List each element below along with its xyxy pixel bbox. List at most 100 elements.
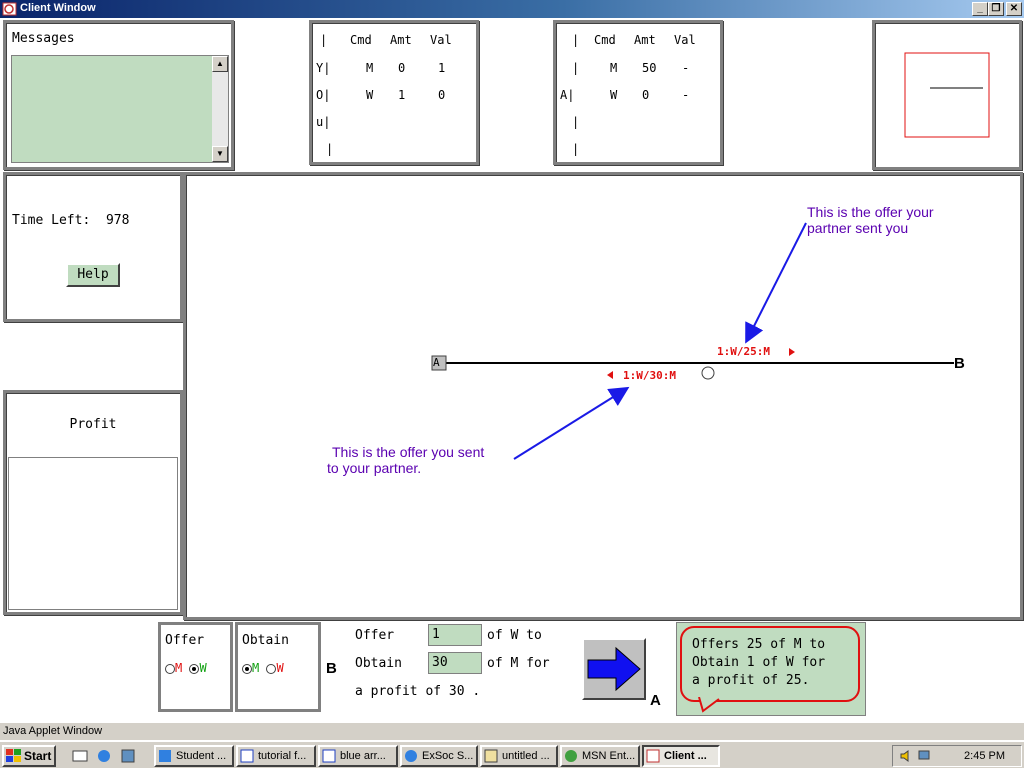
- deal-profit-text: a profit of 30 .: [355, 684, 481, 699]
- you-side-label: |: [326, 142, 334, 156]
- ie-icon: [405, 750, 417, 762]
- partner-offer-annotation: This is the offer your partner sent you: [807, 204, 934, 236]
- scroll-up-icon[interactable]: ▲: [212, 56, 228, 72]
- you-row1-cmd: M: [366, 61, 374, 75]
- a-row1-cmd: M: [610, 61, 618, 75]
- send-offer-button[interactable]: [582, 638, 646, 700]
- title-bar[interactable]: Client Window _ ❐ ✕: [0, 0, 1024, 18]
- deal-a-label: A: [650, 692, 661, 709]
- obtain-amount-input[interactable]: 30: [428, 652, 482, 674]
- offer-radio-group: M W: [165, 661, 207, 675]
- offer-radio-w[interactable]: [189, 663, 200, 674]
- bubble-line: Offers 25 of M to: [692, 637, 826, 652]
- a-side-label: |: [572, 115, 580, 129]
- close-button[interactable]: ✕: [1006, 2, 1022, 16]
- node-b-label: B: [954, 355, 965, 372]
- offer-radio-m[interactable]: [165, 663, 175, 674]
- time-left-value: 978: [105, 213, 130, 228]
- paint-icon: [484, 749, 498, 763]
- a-row1-amt: 50: [642, 61, 657, 75]
- your-offer-tag: 1:W/30:M: [623, 369, 676, 382]
- partner-message-bubble: Offers 25 of M to Obtain 1 of W for a pr…: [680, 626, 860, 702]
- your-annotation-line: to your partner.: [327, 460, 422, 476]
- node-a-label: A: [433, 356, 440, 369]
- obtain-radio-title: Obtain: [242, 633, 289, 648]
- obtain-radio-group: M W: [242, 661, 284, 675]
- you-header-amt: Amt: [390, 33, 412, 47]
- you-row1-amt: 0: [398, 61, 406, 75]
- you-row2-amt: 1: [398, 88, 406, 102]
- volume-icon[interactable]: [899, 749, 913, 763]
- your-offer-arrow: [513, 386, 630, 460]
- a-row2-amt: 0: [642, 88, 650, 102]
- minimize-button[interactable]: _: [972, 2, 988, 16]
- you-row2-val: 0: [438, 88, 446, 102]
- deal-offer-suffix: of W to: [487, 628, 542, 643]
- taskbar-item-tutorial[interactable]: tutorial f...: [236, 745, 316, 767]
- taskbar-item-blue-arrow[interactable]: blue arr...: [318, 745, 398, 767]
- word-icon: [240, 749, 254, 763]
- bubble-line: Obtain 1 of W for: [692, 655, 826, 670]
- canvas-drawing: [431, 222, 954, 460]
- you-header-sep: |: [320, 33, 328, 47]
- node-a-box: [431, 355, 447, 371]
- taskbar-item-msn[interactable]: MSN Ent...: [560, 745, 640, 767]
- obtain-radio-w-label: W: [276, 661, 284, 675]
- taskbar-item-untitled[interactable]: untitled ...: [480, 745, 558, 767]
- a-row2-cmd: W: [610, 88, 618, 102]
- taskbar-item-exsoc[interactable]: ExSoc S...: [400, 745, 478, 767]
- partner-message-panel: Offers 25 of M to Obtain 1 of W for a pr…: [676, 622, 866, 716]
- you-header-cmd: Cmd: [350, 33, 372, 47]
- taskbar-item-label: Client ...: [664, 750, 707, 762]
- obtain-radio-panel: Obtain M W: [235, 622, 321, 712]
- taskbar-item-label: ExSoc S...: [422, 750, 474, 762]
- network-tray-icon[interactable]: [917, 749, 931, 763]
- offer-radio-m-label: M: [175, 661, 183, 675]
- obtain-radio-m-label: M: [252, 661, 260, 675]
- app-icon: [159, 750, 171, 762]
- maximize-button[interactable]: ❐: [988, 2, 1004, 16]
- minimap-panel: [872, 20, 1022, 170]
- a-row1-val: -: [682, 61, 690, 75]
- deal-obtain-suffix: of M for: [487, 656, 550, 671]
- network-icon[interactable]: [120, 748, 136, 764]
- you-side-label: Y|: [316, 61, 331, 75]
- position-marker-icon: [701, 366, 715, 380]
- time-left-label: Time Left:: [12, 213, 91, 228]
- a-header-val: Val: [674, 33, 696, 47]
- messages-textarea[interactable]: ▲ ▼: [11, 55, 229, 163]
- messages-panel: Messages ▲ ▼: [3, 20, 234, 170]
- help-button[interactable]: Help: [66, 263, 120, 287]
- profit-title: Profit: [69, 417, 117, 432]
- offer-amount-input[interactable]: 1: [428, 624, 482, 646]
- you-row1-val: 1: [438, 61, 446, 75]
- window-title: Client Window: [20, 2, 96, 14]
- ie-icon[interactable]: [96, 748, 112, 764]
- start-button[interactable]: Start: [2, 745, 56, 767]
- taskbar-item-label: Student ...: [176, 750, 227, 762]
- a-side-label: |: [572, 61, 580, 75]
- bubble-tail-icon: [698, 697, 720, 713]
- partner-offer-tag: 1:W/25:M: [717, 345, 770, 358]
- obtain-radio-w[interactable]: [266, 663, 277, 674]
- start-label: Start: [24, 749, 52, 763]
- time-panel: Time Left: 978 Help: [3, 172, 183, 322]
- desktop-icon[interactable]: [72, 748, 88, 764]
- send-arrow-icon: [587, 646, 641, 692]
- quick-launch: [66, 746, 146, 766]
- bargaining-canvas[interactable]: A B 1:W/25:M 1:W/30:M This is the offer …: [183, 172, 1023, 620]
- a-header-amt: Amt: [634, 33, 656, 47]
- deal-obtain-word: Obtain: [355, 656, 402, 671]
- obtain-radio-m[interactable]: [242, 663, 252, 674]
- deal-offer-word: Offer: [355, 628, 395, 643]
- taskbar-item-client[interactable]: Client ...: [642, 745, 720, 767]
- scroll-down-icon[interactable]: ▼: [212, 146, 228, 162]
- a-row2-val: -: [682, 88, 690, 102]
- deal-b-label: B: [326, 660, 337, 677]
- messages-title: Messages: [12, 31, 75, 46]
- taskbar-item-student[interactable]: Student ...: [154, 745, 234, 767]
- java-app-icon: [2, 2, 17, 16]
- messages-scrollbar[interactable]: ▲ ▼: [212, 56, 228, 162]
- partner-offer-arrow: [745, 222, 807, 344]
- a-side-label: |: [572, 142, 580, 156]
